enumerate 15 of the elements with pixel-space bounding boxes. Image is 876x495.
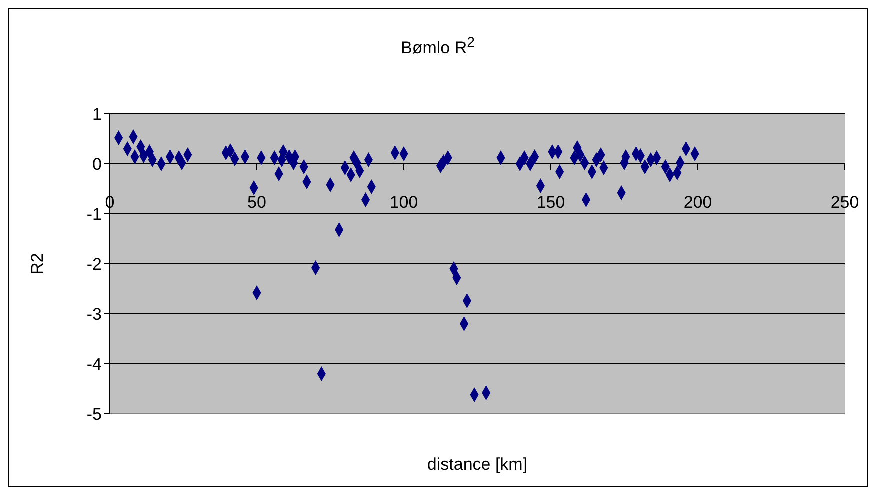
x-tick-label: 100 (390, 193, 418, 212)
y-tick-label: -5 (86, 405, 102, 424)
y-axis-title: R2 (28, 253, 48, 275)
y-tick-label: -1 (86, 205, 102, 224)
y-tick-label: -4 (86, 355, 102, 374)
x-axis-title: distance [km] (427, 455, 528, 474)
x-tick-label: 150 (536, 193, 566, 212)
y-tick-label: -2 (86, 255, 102, 274)
y-tick-label: -3 (86, 305, 102, 324)
chart-title: Bømlo R$^{2}$ (400, 35, 476, 59)
x-tick-label: 200 (684, 193, 712, 212)
x-tick-label: 250 (830, 193, 860, 212)
y-tick-label: 0 (92, 155, 102, 174)
y-tick-label: 1 (92, 105, 102, 124)
x-tick-label: 50 (248, 193, 266, 212)
